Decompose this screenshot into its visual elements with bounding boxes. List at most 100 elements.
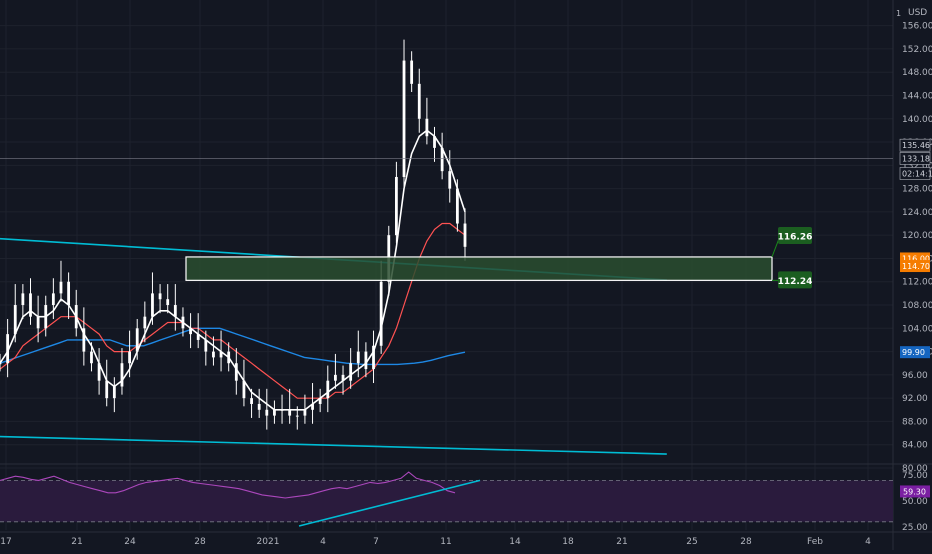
candle-body [21,293,25,306]
candle-body [257,403,261,410]
price-tick-label: 96.00 [902,371,928,381]
candle-body [280,409,284,411]
candle-body [463,223,467,247]
price-axis-label-box [899,152,931,165]
time-tick-label: 24 [124,537,136,547]
time-tick-label: 2021 [257,537,280,547]
candle-body [82,328,86,352]
price-axis-label-text: 116.00 [902,254,930,263]
price-axis-label-box [900,346,930,359]
price-axis-label: 133.18 [899,152,931,165]
candle-body [112,386,116,399]
rsi-band [0,480,893,522]
candle-body [227,351,231,364]
price-axis-label: 114.70 [900,260,930,273]
time-tick-label: 28 [740,537,752,547]
candle-body [379,281,383,346]
price-axis-label-text: 99.90 [902,348,925,357]
price-tick-label: 80.00 [902,464,928,474]
price-tick-label: 92.00 [902,394,928,404]
price-tick-label: 144.00 [902,91,932,101]
price-tick-label: 128.00 [902,185,932,195]
price-tick-label: 104.00 [902,324,932,334]
candle-body [394,176,398,236]
candle-body [212,351,215,358]
candle-body [36,316,40,329]
support-zone[interactable]: 116.26 112.24 [185,226,813,289]
time-tick-label: 4 [865,537,871,547]
time-axis[interactable]: 17 21 24 28 2021 4 7 11 14 18 21 25 28 Feb 4 [0,537,871,547]
rsi-tick-label: 25.00 [902,523,928,533]
channel-bottom-line[interactable] [0,435,667,455]
rsi-trendline [298,479,481,527]
rsi-line [0,471,456,499]
price-axis-label: 02:14:17 [899,167,932,180]
support-zone-box[interactable] [185,256,773,281]
price-axis-label-text: 133.18 [902,154,930,163]
candle-body [273,409,276,416]
candle-body [59,281,63,294]
rsi-current-label-text: 59.30 [903,487,926,496]
candle-body [349,363,353,381]
candle-body [448,171,452,189]
candle-body [364,351,368,370]
price-tick-label: 108.00 [902,301,932,311]
rsi-tick-label: 50.00 [902,497,928,507]
time-tick-label: 28 [194,537,206,547]
zone-low-label: 112.24 [772,271,813,289]
time-tick-label: Feb [807,537,823,547]
candle-body [311,403,314,410]
candle-body [242,380,246,399]
candle-body [189,328,192,335]
candle-body [326,380,330,399]
price-tick-label: 140.00 [902,115,932,125]
candle-body [455,188,459,224]
candle-body [44,305,48,329]
time-tick-label: 11 [440,537,451,547]
candle-body [51,293,55,306]
candle-body [0,363,2,365]
rsi-panel: 25.00 50.00 75.00 59.30 [0,471,930,533]
candle-body [29,293,32,317]
scale-marker: 1 [896,9,901,18]
price-axis[interactable]: 80.0084.0088.0092.0096.00100.00104.00108… [899,22,932,474]
currency-label[interactable]: USD [908,8,927,18]
zone-label-text: 112.24 [778,277,813,287]
candle-body [158,293,162,300]
price-axis-label-text: 114.70 [902,262,930,271]
candle-body [234,363,238,381]
zone-label-box [778,271,812,289]
candle-body [196,334,200,340]
price-tick-label: 112.00 [902,278,932,288]
price-tick-label: 148.00 [902,68,932,78]
candle-body [120,363,124,387]
time-tick-label: 7 [373,537,379,547]
price-axis-label-box [899,167,931,180]
candle-body [219,351,223,358]
candle-body [440,147,444,172]
candle-body [13,305,17,335]
price-axis-label-text: 135.46 [902,141,930,150]
candle-body [6,334,10,364]
zone-label-box [778,226,812,244]
candle-body [356,351,360,364]
candle-body [250,398,253,404]
zone-label-text: 116.26 [778,232,813,242]
candle-body [372,345,375,370]
candle-body [288,409,292,416]
candle-body [143,316,147,329]
price-axis-label-text: 02:14:17 [902,169,932,178]
candle-body [128,351,131,364]
time-tick-label: 14 [509,537,521,547]
candle-body [410,60,414,84]
candle-body [318,398,322,404]
candle-body [67,281,71,306]
candle-body [265,409,269,416]
time-tick-label: 4 [320,537,326,547]
price-tick-label: 132.00 [902,161,932,171]
candle-body [204,339,208,352]
candle-body [74,305,78,329]
candle-body [433,136,436,148]
